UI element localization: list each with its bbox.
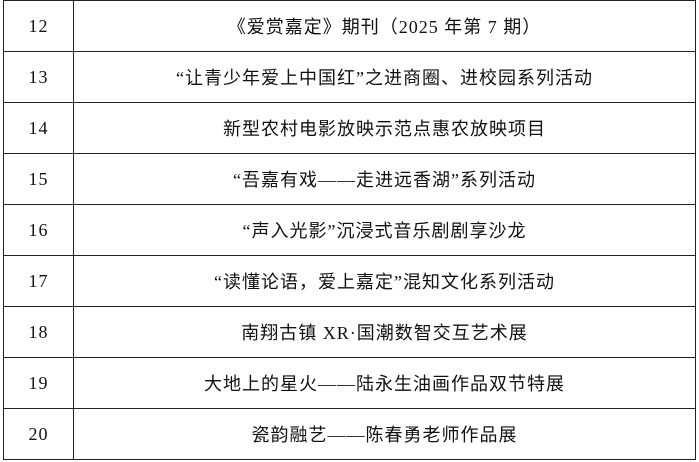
row-number: 18 bbox=[3, 306, 74, 358]
table-row: 14 新型农村电影放映示范点惠农放映项目 bbox=[3, 102, 696, 154]
project-name: “让青少年爱上中国红”之进商圈、进校园系列活动 bbox=[73, 51, 696, 103]
table-row: 18 南翔古镇 XR·国潮数智交互艺术展 bbox=[3, 306, 696, 358]
project-name: “声入光影”沉浸式音乐剧剧享沙龙 bbox=[73, 204, 696, 256]
project-name: “读懂论语，爱上嘉定”混知文化系列活动 bbox=[73, 255, 696, 307]
table-row: 16 “声入光影”沉浸式音乐剧剧享沙龙 bbox=[3, 204, 696, 256]
table-row: 19 大地上的星火——陆永生油画作品双节特展 bbox=[3, 357, 696, 409]
table-row: 20 瓷韵融艺——陈春勇老师作品展 bbox=[3, 408, 696, 460]
project-name: 南翔古镇 XR·国潮数智交互艺术展 bbox=[73, 306, 696, 358]
table-row: 12 《爱赏嘉定》期刊（2025 年第 7 期） bbox=[3, 0, 696, 52]
project-table: 12 《爱赏嘉定》期刊（2025 年第 7 期） 13 “让青少年爱上中国红”之进商圈… bbox=[3, 0, 696, 460]
row-number: 17 bbox=[3, 255, 74, 307]
table-row: 15 “吾嘉有戏——走进远香湖”系列活动 bbox=[3, 153, 696, 205]
project-name: “吾嘉有戏——走进远香湖”系列活动 bbox=[73, 153, 696, 205]
project-name: 瓷韵融艺——陈春勇老师作品展 bbox=[73, 408, 696, 460]
row-number: 15 bbox=[3, 153, 74, 205]
project-name: 《爱赏嘉定》期刊（2025 年第 7 期） bbox=[73, 0, 696, 52]
row-number: 12 bbox=[3, 0, 74, 52]
row-number: 16 bbox=[3, 204, 74, 256]
project-name: 新型农村电影放映示范点惠农放映项目 bbox=[73, 102, 696, 154]
table-row: 13 “让青少年爱上中国红”之进商圈、进校园系列活动 bbox=[3, 51, 696, 103]
row-number: 19 bbox=[3, 357, 74, 409]
row-number: 13 bbox=[3, 51, 74, 103]
project-name: 大地上的星火——陆永生油画作品双节特展 bbox=[73, 357, 696, 409]
row-number: 14 bbox=[3, 102, 74, 154]
row-number: 20 bbox=[3, 408, 74, 460]
table-row: 17 “读懂论语，爱上嘉定”混知文化系列活动 bbox=[3, 255, 696, 307]
table-body: 12 《爱赏嘉定》期刊（2025 年第 7 期） 13 “让青少年爱上中国红”之进商圈… bbox=[3, 0, 696, 460]
